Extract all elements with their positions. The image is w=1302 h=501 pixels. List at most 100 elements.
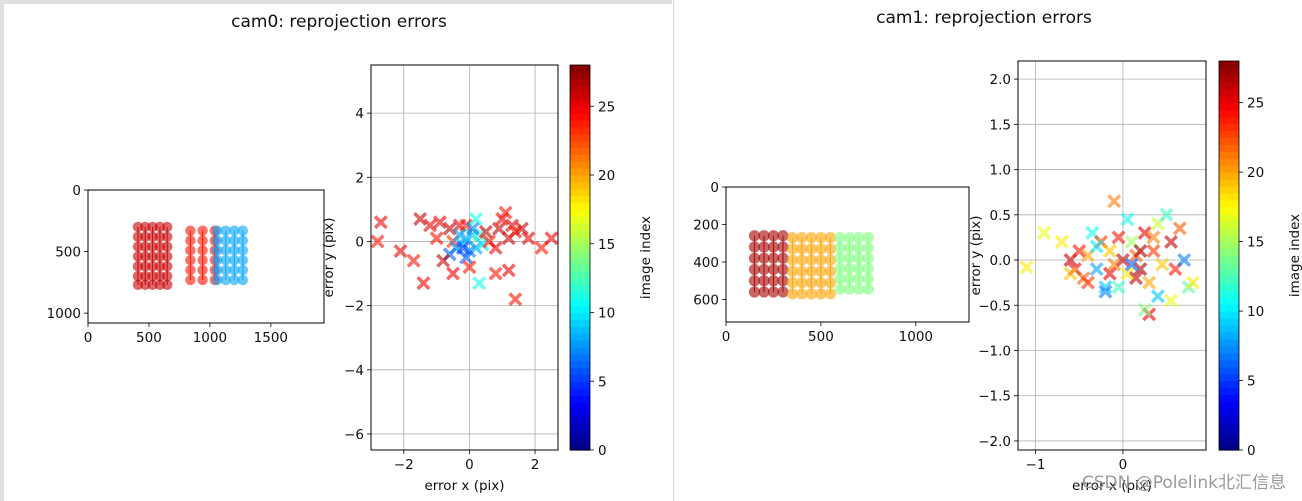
image-point	[162, 241, 173, 252]
y-tick-label: −1.5	[978, 389, 1011, 405]
error-mark	[1115, 253, 1130, 267]
image-point	[777, 252, 789, 264]
error-mark	[469, 240, 483, 255]
colorbar-band	[570, 92, 590, 100]
colorbar-band	[1219, 422, 1239, 430]
figure-cam1: cam1: reprojection errors 0 500 1000 0 200 40…	[673, 0, 1302, 501]
colorbar-band	[570, 305, 590, 314]
colorbar-band	[1219, 290, 1239, 298]
image-point	[140, 251, 151, 262]
image-point	[197, 254, 208, 266]
colorbar-band	[1219, 443, 1239, 451]
colorbar-band	[570, 209, 590, 217]
image-point	[805, 254, 818, 266]
colorbar-frame	[569, 64, 591, 451]
x-tick-label: −2	[394, 457, 414, 473]
image-point	[805, 288, 818, 300]
image-point	[777, 230, 789, 242]
error-point	[475, 237, 490, 252]
y-tick-label: −2	[344, 299, 364, 315]
error-mark	[455, 240, 470, 255]
image-point	[786, 254, 799, 266]
image-point	[185, 264, 196, 276]
colorbar-band	[1219, 116, 1239, 125]
image-point	[843, 283, 855, 295]
colorbar-band	[1219, 144, 1239, 152]
error-mark	[1080, 275, 1095, 290]
error-mark	[1129, 271, 1144, 286]
y-tick-label: 200	[693, 218, 719, 234]
colorbar-band	[1219, 213, 1239, 222]
image-point	[147, 279, 158, 291]
colorbar-band	[570, 161, 590, 169]
image-point	[767, 286, 780, 298]
colorbar-band	[1219, 373, 1239, 382]
image-point	[758, 241, 770, 253]
image-point	[777, 263, 789, 276]
image-point	[815, 232, 827, 244]
error-mark	[1142, 275, 1157, 290]
error-point	[1164, 293, 1178, 308]
error-mark	[508, 224, 523, 239]
colorbar-band	[1219, 88, 1239, 97]
error-point	[462, 244, 477, 259]
y-tick-label: −6	[344, 427, 364, 443]
y-tick-label: −4	[344, 363, 364, 379]
error-point	[1080, 275, 1095, 290]
error-mark	[446, 266, 460, 281]
colorbar-label: image index	[1287, 214, 1302, 297]
colorbar-band	[570, 278, 590, 286]
image-point	[132, 231, 144, 242]
y-axis-label: error y (pix)	[321, 217, 337, 297]
colorbar-band	[570, 168, 590, 176]
colorbar-band	[1219, 380, 1239, 389]
colorbar-band	[1219, 269, 1239, 277]
colorbar-band	[570, 333, 590, 341]
figure-cam0: cam0: reprojection errors 0 500 1000 1500 0 5…	[0, 0, 672, 501]
error-mark	[498, 205, 513, 220]
error-mark	[1124, 234, 1139, 249]
colorbar-band	[570, 395, 590, 403]
image-point	[815, 254, 827, 266]
error-mark	[436, 253, 451, 268]
error-point	[544, 231, 559, 246]
error-point	[498, 205, 513, 220]
error-mark	[462, 244, 477, 259]
colorbar-band	[570, 188, 590, 197]
image-point	[220, 235, 231, 246]
colorbar-band	[570, 126, 590, 135]
colorbar-band	[1219, 415, 1239, 423]
image-point	[758, 286, 770, 298]
error-point	[1150, 289, 1165, 304]
image-point	[758, 263, 770, 276]
error-point	[1037, 225, 1052, 240]
error-mark	[1054, 234, 1069, 249]
colorbar-band	[570, 140, 590, 149]
error-point	[472, 276, 487, 291]
image-point	[767, 252, 780, 264]
error-point	[501, 263, 516, 278]
colorbar-band	[1219, 401, 1239, 409]
error-point	[1137, 225, 1152, 240]
x-tick-label: 0	[84, 330, 93, 346]
figure-title: cam0: reprojection errors	[231, 12, 447, 32]
image-point	[843, 262, 855, 275]
error-mark	[1137, 225, 1152, 240]
error-mark	[508, 292, 523, 307]
error-point	[442, 221, 457, 236]
colorbar-tick-label: 15	[1247, 235, 1264, 251]
image-point	[824, 277, 837, 289]
error-mark	[1150, 289, 1165, 304]
colorbar-band	[570, 264, 590, 272]
error-point	[1102, 266, 1117, 281]
error-mark	[432, 215, 447, 230]
colorbar-band	[1219, 338, 1239, 347]
error-point	[514, 221, 529, 236]
error-point	[1120, 266, 1135, 281]
error-point	[446, 266, 460, 281]
cam1-image-points-axes: 0 500 1000 0 200 400 600	[693, 180, 933, 345]
colorbar-band	[570, 340, 590, 348]
y-tick-label: 0	[355, 234, 364, 250]
x-tick-label: 0	[465, 457, 474, 473]
